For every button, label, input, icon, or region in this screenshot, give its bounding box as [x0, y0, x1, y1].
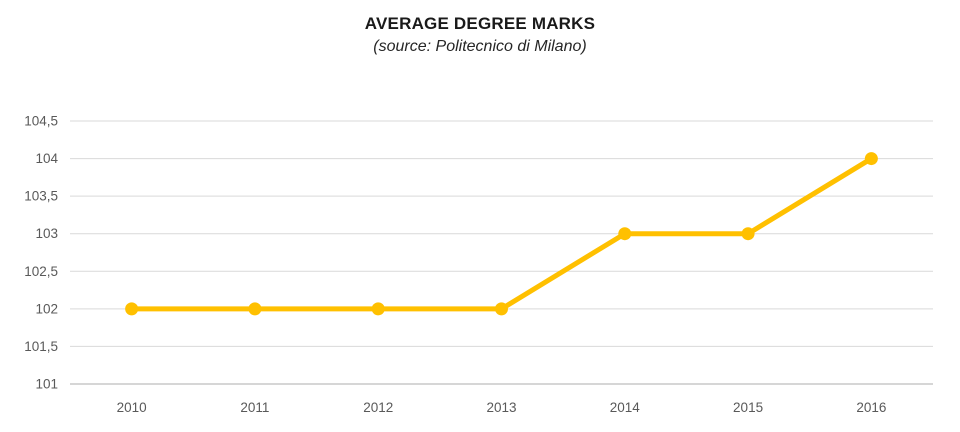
data-point-marker: [618, 227, 632, 241]
x-axis-tick-label: 2010: [117, 400, 147, 415]
data-point-marker: [248, 302, 262, 316]
y-axis-tick-label: 104: [35, 151, 58, 166]
y-axis-tick-label: 102: [35, 301, 58, 316]
data-point-marker: [495, 302, 508, 316]
y-axis-tick-label: 101: [35, 377, 58, 392]
chart-title: AVERAGE DEGREE MARKS: [364, 14, 596, 33]
x-axis-tick-label: 2016: [856, 400, 886, 415]
x-axis-tick-label: 2013: [486, 400, 516, 415]
data-point-marker: [864, 152, 878, 166]
x-axis-tick-label: 2015: [733, 400, 763, 415]
x-axis-tick-label: 2014: [610, 400, 641, 415]
data-point-marker: [125, 302, 139, 316]
y-axis-tick-label: 103,5: [24, 189, 58, 204]
x-axis-tick-label: 2012: [363, 400, 393, 415]
y-axis-tick-label: 101,5: [24, 339, 58, 354]
chart-subtitle: (source: Politecnico di Milano): [373, 38, 587, 55]
data-point-marker: [741, 227, 755, 241]
y-axis-tick-label: 102,5: [24, 264, 58, 279]
x-axis-tick-label: 2011: [240, 400, 269, 415]
y-axis-tick-label: 104,5: [24, 114, 58, 129]
data-point-marker: [371, 302, 385, 316]
y-axis-tick-label: 103: [35, 226, 58, 241]
